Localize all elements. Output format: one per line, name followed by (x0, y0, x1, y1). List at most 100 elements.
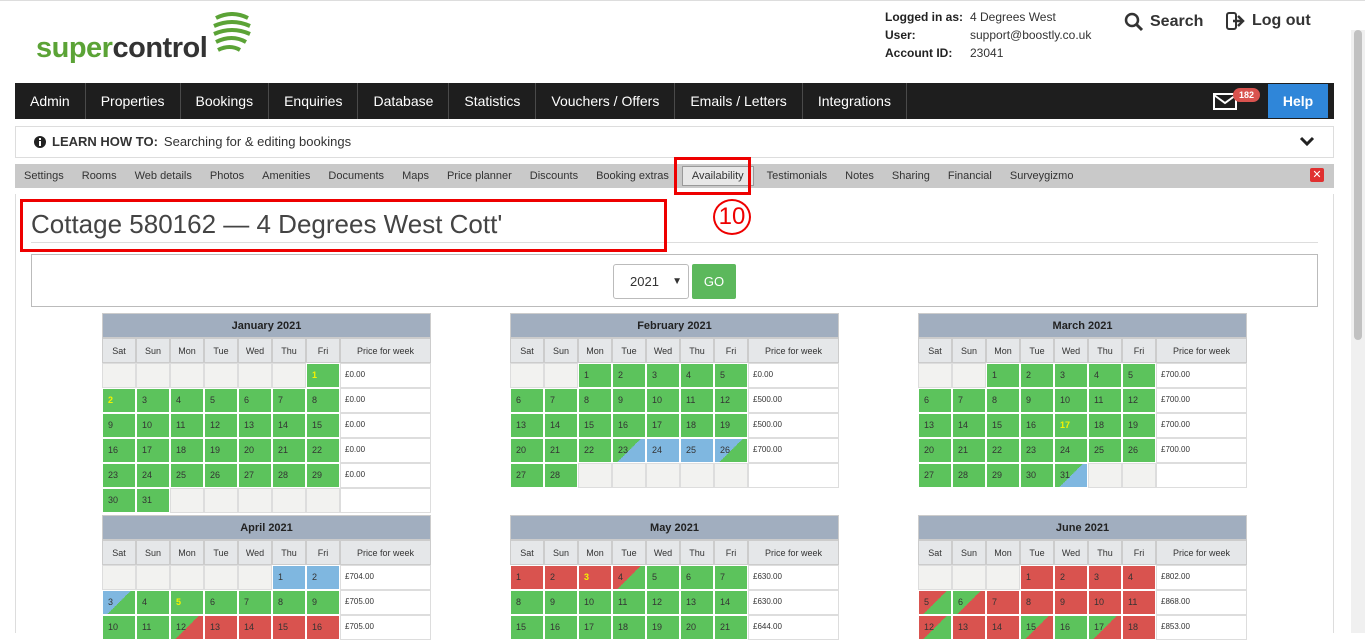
subnav-documents[interactable]: Documents (328, 170, 385, 182)
day-cell[interactable]: 23 (612, 438, 646, 463)
day-cell[interactable]: 7 (952, 388, 986, 413)
day-cell[interactable]: 11 (612, 590, 646, 615)
day-cell[interactable]: 15 (510, 615, 544, 640)
day-cell[interactable]: 16 (612, 413, 646, 438)
day-cell[interactable]: 21 (544, 438, 578, 463)
day-cell[interactable]: 23 (1020, 438, 1054, 463)
day-cell[interactable]: 10 (646, 388, 680, 413)
day-cell[interactable]: 9 (544, 590, 578, 615)
subnav-photos[interactable]: Photos (209, 170, 245, 182)
day-cell[interactable]: 1 (1020, 565, 1054, 590)
day-cell[interactable]: 5 (918, 590, 952, 615)
day-cell[interactable]: 30 (102, 488, 136, 513)
day-cell[interactable]: 26 (1122, 438, 1156, 463)
day-cell[interactable]: 9 (1020, 388, 1054, 413)
supercontrol-logo[interactable]: supercontrol (36, 12, 256, 72)
day-cell[interactable]: 6 (680, 565, 714, 590)
day-cell[interactable]: 28 (544, 463, 578, 488)
day-cell[interactable]: 14 (272, 413, 306, 438)
nav-item-enquiries[interactable]: Enquiries (269, 83, 359, 119)
day-cell[interactable]: 10 (1054, 388, 1088, 413)
day-cell[interactable]: 4 (170, 388, 204, 413)
subnav-rooms[interactable]: Rooms (81, 170, 117, 182)
nav-item-integrations[interactable]: Integrations (803, 83, 907, 119)
day-cell[interactable]: 4 (136, 590, 170, 615)
day-cell[interactable]: 20 (680, 615, 714, 640)
day-cell[interactable]: 24 (1054, 438, 1088, 463)
day-cell[interactable]: 26 (714, 438, 748, 463)
day-cell[interactable]: 17 (578, 615, 612, 640)
day-cell[interactable]: 17 (1054, 413, 1088, 438)
day-cell[interactable]: 19 (1122, 413, 1156, 438)
subnav-booking-extras[interactable]: Booking extras (596, 170, 669, 182)
subnav-testimonials[interactable]: Testimonials (766, 170, 828, 182)
day-cell[interactable]: 5 (204, 388, 238, 413)
nav-item-vouchers[interactable]: Vouchers / Offers (536, 83, 676, 119)
day-cell[interactable]: 20 (510, 438, 544, 463)
day-cell[interactable]: 13 (952, 615, 986, 640)
nav-item-bookings[interactable]: Bookings (181, 83, 270, 119)
day-cell[interactable]: 14 (952, 413, 986, 438)
help-button[interactable]: Help (1268, 84, 1328, 118)
day-cell[interactable]: 13 (238, 413, 272, 438)
day-cell[interactable]: 22 (578, 438, 612, 463)
subnav-web-details[interactable]: Web details (134, 170, 192, 182)
day-cell[interactable]: 4 (1122, 565, 1156, 590)
day-cell[interactable]: 15 (1020, 615, 1054, 640)
day-cell[interactable]: 13 (204, 615, 238, 640)
day-cell[interactable]: 16 (102, 438, 136, 463)
day-cell[interactable]: 3 (102, 590, 136, 615)
day-cell[interactable]: 1 (306, 363, 340, 388)
search-button[interactable]: Search (1124, 12, 1203, 32)
day-cell[interactable]: 16 (1020, 413, 1054, 438)
day-cell[interactable]: 8 (1020, 590, 1054, 615)
subnav-availability[interactable]: Availability (681, 166, 754, 186)
day-cell[interactable]: 21 (952, 438, 986, 463)
day-cell[interactable]: 24 (136, 463, 170, 488)
day-cell[interactable]: 16 (1054, 615, 1088, 640)
day-cell[interactable]: 5 (646, 565, 680, 590)
day-cell[interactable]: 22 (986, 438, 1020, 463)
day-cell[interactable]: 10 (1088, 590, 1122, 615)
chevron-down-icon[interactable] (1299, 127, 1315, 157)
nav-item-statistics[interactable]: Statistics (449, 83, 537, 119)
day-cell[interactable]: 17 (646, 413, 680, 438)
day-cell[interactable]: 28 (952, 463, 986, 488)
day-cell[interactable]: 9 (1054, 590, 1088, 615)
day-cell[interactable]: 1 (510, 565, 544, 590)
day-cell[interactable]: 2 (544, 565, 578, 590)
day-cell[interactable]: 1 (578, 363, 612, 388)
subnav-discounts[interactable]: Discounts (529, 170, 579, 182)
day-cell[interactable]: 3 (1088, 565, 1122, 590)
day-cell[interactable]: 12 (204, 413, 238, 438)
day-cell[interactable]: 29 (306, 463, 340, 488)
day-cell[interactable]: 2 (1020, 363, 1054, 388)
day-cell[interactable]: 11 (170, 413, 204, 438)
year-select[interactable]: 2021 ▼ (613, 264, 689, 299)
day-cell[interactable]: 27 (918, 463, 952, 488)
logout-button[interactable]: Log out (1226, 12, 1311, 30)
day-cell[interactable]: 8 (578, 388, 612, 413)
day-cell[interactable]: 18 (1122, 615, 1156, 640)
learn-how-to-bar[interactable]: LEARN HOW TO: Searching for & editing bo… (15, 126, 1334, 158)
day-cell[interactable]: 6 (918, 388, 952, 413)
day-cell[interactable]: 7 (986, 590, 1020, 615)
day-cell[interactable]: 21 (714, 615, 748, 640)
day-cell[interactable]: 1 (986, 363, 1020, 388)
day-cell[interactable]: 18 (612, 615, 646, 640)
day-cell[interactable]: 10 (136, 413, 170, 438)
nav-item-admin[interactable]: Admin (15, 83, 86, 119)
scrollbar-thumb[interactable] (1354, 30, 1362, 340)
day-cell[interactable]: 26 (204, 463, 238, 488)
day-cell[interactable]: 15 (272, 615, 306, 640)
scrollbar[interactable] (1351, 30, 1365, 633)
day-cell[interactable]: 31 (1054, 463, 1088, 488)
day-cell[interactable]: 2 (306, 565, 340, 590)
day-cell[interactable]: 5 (170, 590, 204, 615)
day-cell[interactable]: 19 (714, 413, 748, 438)
close-icon[interactable]: ✕ (1310, 168, 1324, 182)
day-cell[interactable]: 12 (646, 590, 680, 615)
day-cell[interactable]: 2 (612, 363, 646, 388)
nav-item-database[interactable]: Database (358, 83, 450, 119)
day-cell[interactable]: 30 (1020, 463, 1054, 488)
